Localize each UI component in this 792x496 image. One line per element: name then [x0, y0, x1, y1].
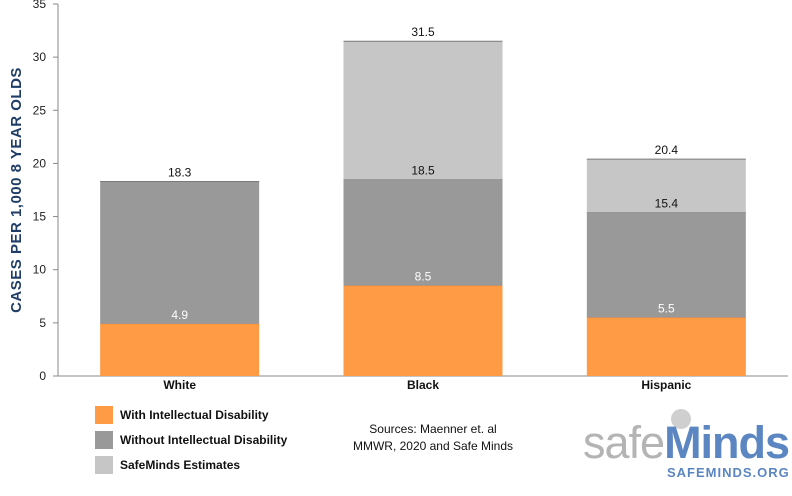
- legend-item-with-id: With Intellectual Disability: [95, 406, 287, 424]
- logo-url: SAFEMINDS.ORG: [667, 465, 790, 480]
- legend-swatch: [95, 456, 113, 474]
- data-label: 18.5: [411, 163, 435, 177]
- logo-dot-icon: [671, 409, 691, 429]
- bar-segment: [100, 323, 260, 376]
- data-label: 20.4: [655, 143, 679, 157]
- data-label: 4.9: [171, 308, 188, 322]
- source-note: Sources: Maenner et. al MMWR, 2020 and S…: [340, 421, 526, 455]
- logo-word-safe: safe: [583, 417, 665, 468]
- data-label: 31.5: [411, 25, 435, 39]
- bar-segment: [343, 285, 503, 376]
- bar-segment: [343, 41, 503, 180]
- legend-label: With Intellectual Disability: [120, 408, 269, 422]
- bar-segment: [586, 212, 746, 318]
- legend-label: SafeMinds Estimates: [120, 458, 241, 472]
- bar-segment: [100, 181, 260, 324]
- source-line: MMWR, 2020 and Safe Minds: [352, 439, 514, 453]
- chart-data-labels: 4.9 18.3 8.5 18.5 31.5 5.5 15.4 20.4: [168, 25, 678, 322]
- legend-item-estimates: SafeMinds Estimates: [95, 456, 287, 474]
- stacked-bar-chart: 0 5 10 15 20 25 30 35 White Black Hispanic 4.9 18.3…: [8, 0, 788, 392]
- bar-segment: [343, 179, 503, 286]
- legend-swatch: [95, 431, 113, 449]
- logo-word-minds: Minds: [664, 417, 790, 468]
- legend-label: Without Intellectual Disability: [120, 433, 288, 447]
- y-tick-label: 35: [33, 0, 47, 11]
- x-category-label: Black: [407, 378, 439, 392]
- data-label: 15.4: [655, 196, 679, 210]
- y-axis-label: CASES PER 1,000 8 YEAR OLDS: [8, 67, 25, 313]
- y-tick-label: 25: [33, 103, 47, 117]
- x-category-label: White: [163, 378, 196, 392]
- safeminds-logo: safeMinds SAFEMINDS.ORG: [583, 409, 790, 489]
- source-line: Sources: Maenner et. al: [369, 422, 497, 436]
- y-tick-label: 30: [33, 50, 47, 64]
- chart-legend: With Intellectual Disability Without Int…: [95, 406, 287, 481]
- y-tick-label: 10: [33, 263, 47, 277]
- x-category-label: Hispanic: [641, 378, 691, 392]
- data-label: 18.3: [168, 165, 192, 179]
- logo-wordmark: safeMinds: [583, 417, 790, 468]
- data-label: 8.5: [415, 270, 432, 284]
- y-tick-label: 5: [39, 316, 46, 330]
- bar-segment: [586, 317, 746, 376]
- bar-segment: [586, 159, 746, 213]
- y-tick-label: 15: [33, 210, 47, 224]
- chart-bars: [100, 40, 746, 376]
- legend-swatch: [95, 406, 113, 424]
- legend-item-without-id: Without Intellectual Disability: [95, 431, 287, 449]
- y-tick-label: 0: [39, 369, 46, 383]
- y-tick-label: 20: [33, 156, 47, 170]
- data-label: 5.5: [658, 302, 675, 316]
